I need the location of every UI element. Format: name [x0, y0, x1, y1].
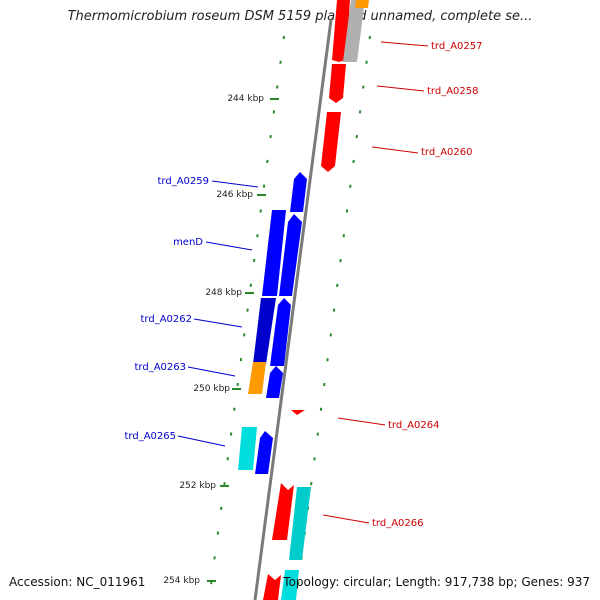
gene-label-trd-a0259[interactable]: trd_A0259 [158, 176, 210, 187]
gene-trd-a0263-feature[interactable] [248, 362, 266, 394]
reverse-strand-genes [238, 172, 307, 474]
gene-label-trd-a0260[interactable]: trd_A0260 [421, 147, 473, 158]
scale-label-254: 254 kbp [163, 576, 200, 586]
summary-text: Topology: circular; Length: 917,738 bp; … [283, 575, 590, 589]
gene-bottom-red-feature[interactable] [263, 574, 281, 600]
gene-blue-right-b[interactable] [270, 298, 291, 366]
gene-trd-a0265-cyan-feature[interactable] [238, 427, 257, 470]
map-title: Thermomicrobium roseum DSM 5159 plasmid … [67, 9, 533, 24]
gene-trd-a0266-cyan-feature[interactable] [289, 487, 311, 560]
gene-label-trd-a0262[interactable]: trd_A0262 [141, 314, 193, 325]
scale-label-246: 246 kbp [216, 190, 253, 200]
gene-label-trd-a0257[interactable]: trd_A0257 [431, 41, 483, 52]
left-label-leaders [177, 180, 259, 447]
forward-strand-genes [263, 0, 369, 600]
scale-label-250: 250 kbp [193, 384, 230, 394]
gene-label-trd-a0266[interactable]: trd_A0266 [372, 518, 424, 529]
gene-trd-a0262-feature[interactable] [253, 298, 276, 364]
gene-trd-a0258-feature[interactable] [329, 64, 346, 103]
rrna-orange-top[interactable] [355, 0, 369, 8]
scale-ticks [207, 98, 279, 582]
gene-trd-a0265-blue-feature[interactable] [255, 431, 273, 474]
plasmid-backbone [253, 19, 333, 600]
gene-label-trd-a0265[interactable]: trd_A0265 [125, 431, 177, 442]
marker-triangle [291, 410, 305, 415]
scale-label-248: 248 kbp [205, 288, 242, 298]
gene-blue-right-a[interactable] [279, 214, 302, 296]
gene-blue-right-c[interactable] [266, 366, 283, 398]
gene-mend-feature[interactable] [262, 210, 286, 296]
gene-label-trd-a0263[interactable]: trd_A0263 [135, 362, 187, 373]
scale-label-252: 252 kbp [179, 481, 216, 491]
accession-text: Accession: NC_011961 [9, 575, 146, 589]
gene-trd-a0266-red-feature[interactable] [272, 483, 294, 540]
scale-label-244: 244 kbp [227, 94, 264, 104]
gene-label-mend[interactable]: menD [173, 237, 203, 248]
gene-label-trd-a0264[interactable]: trd_A0264 [388, 420, 440, 431]
gene-label-trd-a0258[interactable]: trd_A0258 [427, 86, 479, 97]
gene-bottom-cyan-feature[interactable] [281, 570, 299, 600]
right-label-leaders [322, 41, 429, 524]
gene-trd-a0260-feature[interactable] [321, 112, 341, 172]
gene-grey-feature[interactable] [342, 0, 365, 62]
gene-trd-a0259-feature[interactable] [290, 172, 307, 212]
